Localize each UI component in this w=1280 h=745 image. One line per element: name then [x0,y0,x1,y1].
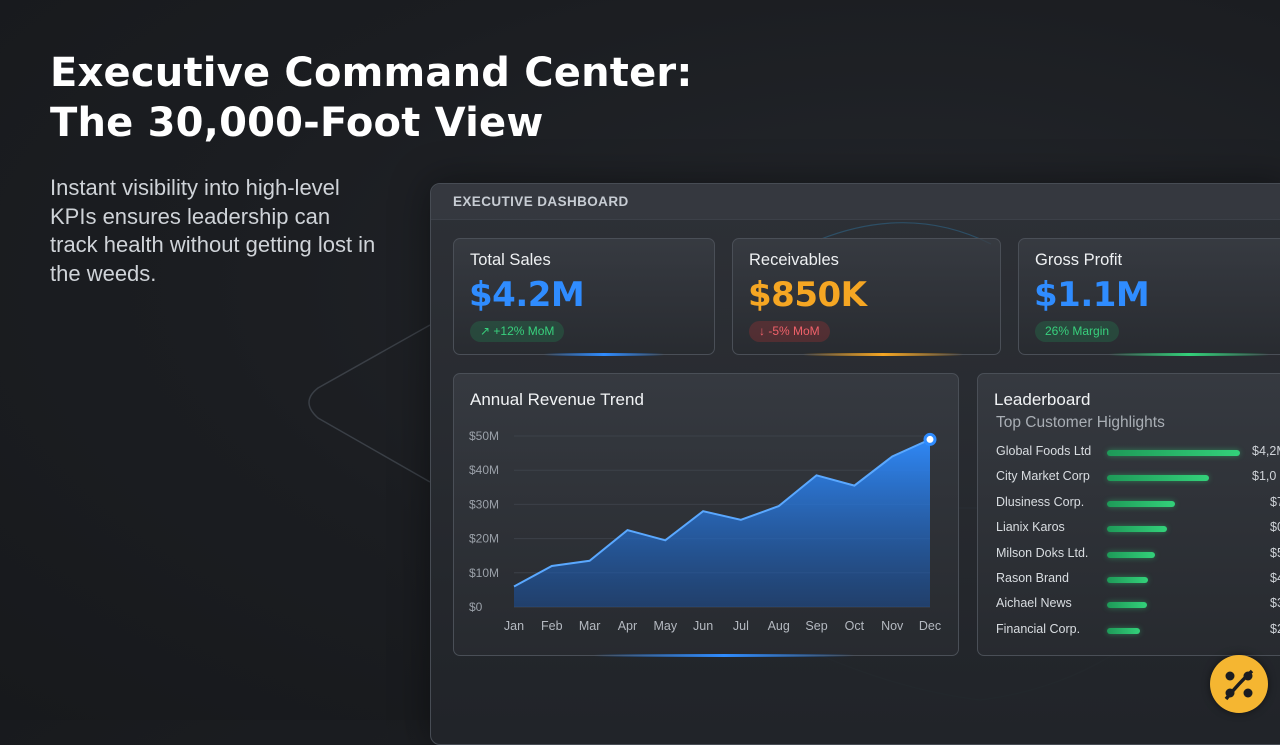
revenue-area [514,439,930,607]
customer-name: Financial Corp. [996,621,1081,636]
leaderboard-row[interactable]: Dlusiness Corp. $7 [996,493,1280,513]
customer-value: $7 [1270,494,1280,509]
customer-value: $4 [1270,571,1280,585]
kpi-label: Receivables [749,251,839,269]
leaderboard-card[interactable]: Leaderboard Top Customer Highlights Glob… [977,373,1280,656]
customer-name: Rason Brand [996,571,1069,585]
kpi-glow [544,353,664,356]
kpi-card-total-sales[interactable]: Total Sales $4.2M ↗ +12% MoM [453,238,715,356]
kpi-value: $850K [748,275,867,315]
y-tick-label: $30M [469,497,499,511]
kpi-card-receivables[interactable]: Receivables $850K ↓ -5% MoM [732,238,1001,356]
kpi-value: $4.2M [469,275,585,315]
y-tick-label: $0 [469,600,483,614]
customer-value: $2 [1270,621,1280,636]
x-tick-label: Feb [541,619,563,633]
kpi-glow [1109,353,1269,356]
customer-name: Dlusiness Corp. [996,494,1085,509]
chart-glow [594,654,854,657]
leaderboard-subtitle: Top Customer Highlights [996,414,1165,431]
executive-dashboard-window: EXECUTIVE DASHBOARD Total Sales $4.2M ↗ … [430,183,1280,745]
customer-value: $5 [1270,545,1280,560]
customer-bar [1107,602,1147,609]
customer-bar [1107,627,1141,634]
customer-name: Global Foods Ltd [996,444,1092,458]
chart-title: Annual Revenue Trend [470,390,644,409]
x-tick-label: Jun [693,619,713,633]
customer-bar [1107,577,1149,583]
x-tick-label: Jan [504,619,524,633]
y-tick-label: $10M [469,566,499,580]
kpi-trend-badge: ↓ -5% MoM [749,321,830,342]
leaderboard-row[interactable]: Milson Doks Ltd. $5 [996,544,1280,564]
kpi-trend-badge: 26% Margin [1035,321,1120,342]
y-tick-label: $50M [469,429,499,443]
x-tick-label: Dec [919,619,941,633]
customer-name: Lianix Karos [996,520,1065,535]
customer-bar [1107,450,1240,456]
x-tick-label: Apr [618,619,637,633]
leaderboard-title: Leaderboard [994,390,1091,409]
kpi-glow [803,353,963,356]
leaderboard-row[interactable]: Financial Corp. $2 [996,620,1280,640]
kpi-label: Gross Profit [1035,251,1123,269]
dashboard-header: EXECUTIVE DASHBOARD [431,184,1280,220]
customer-value: $3 [1270,596,1280,611]
connection-nodes-icon [1224,669,1254,701]
x-tick-label: Jul [733,619,749,633]
brand-logo[interactable] [1210,655,1268,713]
x-tick-label: Aug [768,619,790,633]
customer-bar [1107,526,1167,533]
page-title-line-1: Executive Command Center: [50,50,693,96]
leaderboard-row[interactable]: Lianix Karos $0 [996,518,1280,538]
customer-bar [1107,475,1210,482]
page-title-line-2: The 30,000-Foot View [50,100,544,146]
page-subtitle: Instant visibility into high-level KPIs … [50,175,376,286]
customer-value: $0 [1270,520,1280,535]
customer-name: City Market Corp [996,469,1090,484]
y-tick-label: $20M [469,532,499,546]
kpi-value: $1.1M [1034,275,1150,315]
x-tick-label: Nov [881,619,904,633]
leaderboard-row[interactable]: Aichael News $3 [996,594,1280,614]
x-tick-label: Oct [845,619,865,633]
x-tick-label: Mar [579,619,601,633]
x-tick-label: Sep [805,619,827,633]
kpi-trend-badge: ↗ +12% MoM [470,321,565,342]
kpi-label: Total Sales [470,251,551,269]
dashboard-title: EXECUTIVE DASHBOARD [453,194,629,209]
y-tick-label: $40M [469,463,499,477]
leaderboard-row[interactable]: Global Foods Ltd $4,2M [996,442,1280,462]
kpi-card-gross-profit[interactable]: Gross Profit $1.1M 26% Margin [1018,238,1280,356]
revenue-chart-card[interactable]: Annual Revenue Trend $0 $10M $20M $30M $40M $… [453,373,959,657]
revenue-area-chart: $0 $10M $20M $30M $40M $50M Jan Feb Mar Apr May Ju… [469,429,941,633]
customer-name: Aichael News [996,596,1072,611]
leaderboard-row[interactable]: Rason Brand $4 [996,569,1280,589]
customer-value: $4,2M [1252,444,1280,458]
customer-bar [1107,551,1155,558]
customer-name: Milson Doks Ltd. [996,545,1089,560]
customer-value: $1,0 [1252,469,1277,484]
data-point [923,432,937,446]
leaderboard-row[interactable]: City Market Corp $1,0 [996,467,1280,487]
x-tick-label: May [653,619,677,633]
page-title: Executive Command Center: The 30,000-Foo… [50,48,693,148]
revenue-line [513,438,931,588]
customer-bar [1107,500,1175,507]
